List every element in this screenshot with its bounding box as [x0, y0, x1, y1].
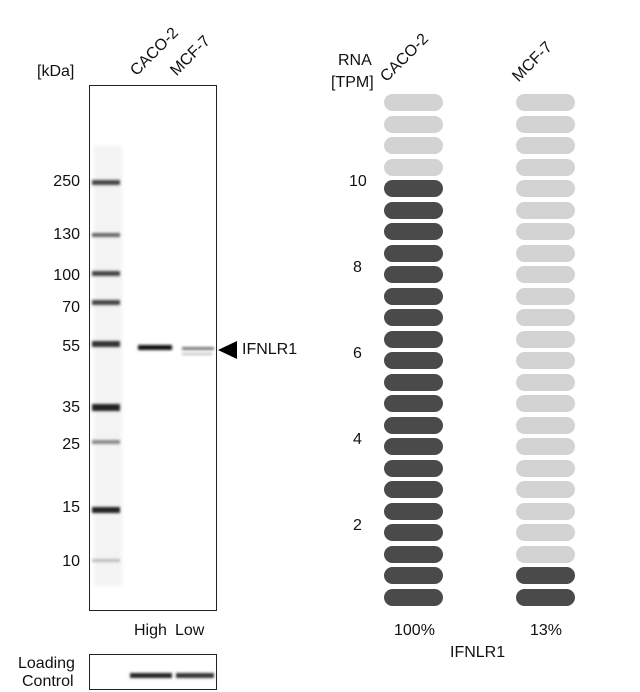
rna-level-pill	[384, 459, 443, 477]
marker-label: 100	[53, 267, 80, 284]
rna-level-pill	[516, 223, 575, 240]
marker-label: 130	[53, 226, 80, 243]
rna-level-pill	[384, 94, 443, 111]
rna-level-pill	[516, 287, 575, 305]
rna-y-tick: 2	[353, 517, 362, 534]
rna-level-pill	[516, 524, 575, 541]
rna-level-pill	[516, 373, 575, 391]
rna-percent-caco2: 100%	[394, 622, 435, 639]
rna-level-pill	[384, 223, 443, 240]
rna-level-pill	[516, 567, 575, 584]
rna-label-line1: RNA	[338, 52, 372, 69]
rna-level-pill	[516, 395, 575, 412]
target-protein-label: IFNLR1	[242, 341, 298, 358]
rna-label-line2: [TPM]	[331, 74, 374, 91]
marker-label: 10	[62, 553, 80, 570]
loading-control-label-line1: Loading	[18, 655, 75, 672]
target-arrow-icon	[218, 341, 237, 359]
rna-level-pill	[384, 244, 443, 262]
rna-level-pill	[384, 524, 443, 541]
rna-level-pill	[516, 438, 575, 455]
marker-label: 55	[62, 338, 80, 355]
rna-level-pill	[516, 416, 575, 434]
rna-level-pill	[516, 545, 575, 563]
rna-sample-label-caco2: CACO-2	[377, 30, 433, 86]
rna-level-pill	[384, 330, 443, 348]
rna-level-pill	[384, 266, 443, 283]
rna-level-pill	[516, 94, 575, 111]
marker-label: 35	[62, 399, 80, 416]
rna-y-tick: 10	[349, 173, 367, 190]
rna-level-pill	[384, 201, 443, 219]
rna-y-tick: 6	[353, 345, 362, 362]
rna-level-pill	[516, 330, 575, 348]
rna-level-pill	[516, 201, 575, 219]
marker-label: 70	[62, 299, 80, 316]
marker-label: 25	[62, 436, 80, 453]
rna-level-pill	[384, 137, 443, 154]
rna-level-pill	[384, 545, 443, 563]
rna-level-pill	[516, 137, 575, 154]
western-blot-image	[89, 85, 217, 611]
rna-gene-label: IFNLR1	[450, 644, 506, 661]
loading-control-bands	[130, 673, 214, 678]
marker-label: 15	[62, 499, 80, 516]
rna-level-pill	[384, 373, 443, 391]
rna-level-pill	[516, 266, 575, 283]
rna-level-pill	[516, 180, 575, 197]
rna-level-pill	[384, 352, 443, 369]
kda-unit-label: [kDa]	[37, 63, 75, 80]
lane-level-low: Low	[175, 622, 205, 639]
rna-level-pill	[384, 588, 443, 606]
rna-level-pill	[516, 481, 575, 498]
rna-level-pill	[516, 309, 575, 326]
rna-level-pill	[516, 244, 575, 262]
rna-y-tick: 4	[353, 431, 362, 448]
loading-control-image	[89, 654, 217, 690]
lane-level-high: High	[134, 622, 167, 639]
rna-bar-column-mcf7	[516, 94, 575, 610]
rna-sample-label-mcf7: MCF-7	[509, 38, 556, 86]
rna-level-pill	[384, 115, 443, 133]
blot-bands	[92, 146, 214, 586]
rna-level-pill	[384, 502, 443, 520]
rna-level-pill	[516, 502, 575, 520]
rna-y-tick: 8	[353, 259, 362, 276]
loading-control-label-line2: Control	[22, 673, 74, 690]
rna-level-pill	[384, 438, 443, 455]
rna-level-pill	[384, 180, 443, 197]
rna-level-pill	[384, 416, 443, 434]
rna-level-pill	[384, 567, 443, 584]
rna-level-pill	[384, 158, 443, 176]
rna-level-pill	[384, 395, 443, 412]
rna-level-pill	[516, 588, 575, 606]
rna-level-pill	[384, 481, 443, 498]
rna-percent-mcf7: 13%	[530, 622, 563, 639]
rna-level-pill	[384, 309, 443, 326]
rna-level-pill	[516, 352, 575, 369]
marker-label: 250	[53, 173, 80, 190]
rna-level-pill	[516, 459, 575, 477]
rna-bar-column-caco2	[384, 94, 443, 610]
rna-level-pill	[384, 287, 443, 305]
rna-level-pill	[516, 158, 575, 176]
rna-level-pill	[516, 115, 575, 133]
